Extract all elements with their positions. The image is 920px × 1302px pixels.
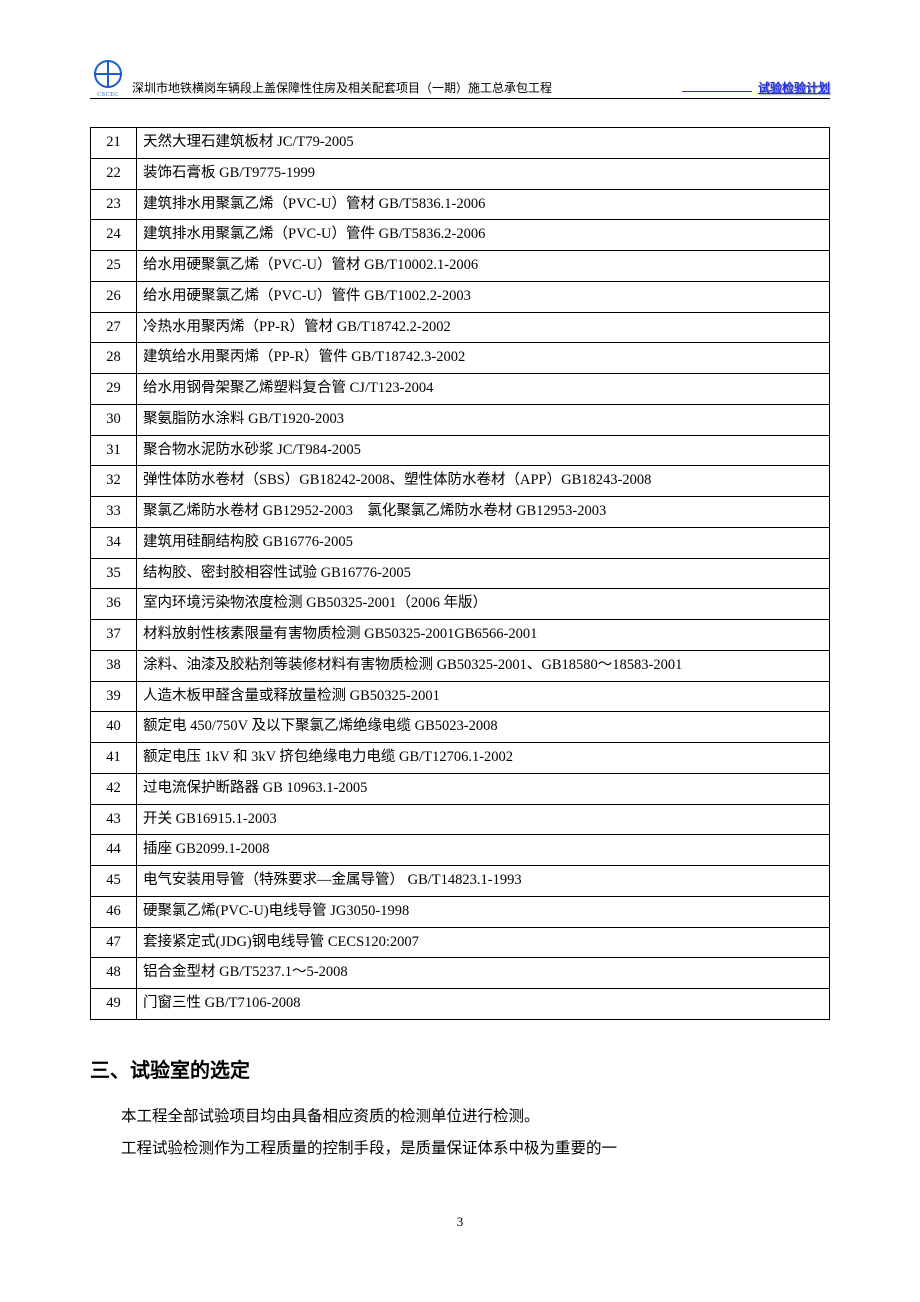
row-spec: 聚氯乙烯防水卷材 GB12952-2003 氯化聚氯乙烯防水卷材 GB12953… bbox=[137, 497, 830, 528]
header-underline bbox=[682, 91, 752, 92]
row-number: 38 bbox=[91, 650, 137, 681]
table-row: 49门窗三性 GB/T7106-2008 bbox=[91, 989, 830, 1020]
company-logo: CSCEC bbox=[90, 60, 126, 96]
row-spec: 硬聚氯乙烯(PVC-U)电线导管 JG3050-1998 bbox=[137, 896, 830, 927]
table-row: 45电气安装用导管（特殊要求—金属导管） GB/T14823.1-1993 bbox=[91, 866, 830, 897]
row-number: 37 bbox=[91, 620, 137, 651]
row-spec: 天然大理石建筑板材 JC/T79-2005 bbox=[137, 128, 830, 159]
row-spec: 装饰石膏板 GB/T9775-1999 bbox=[137, 158, 830, 189]
table-row: 47套接紧定式(JDG)钢电线导管 CECS120:2007 bbox=[91, 927, 830, 958]
table-row: 35结构胶、密封胶相容性试验 GB16776-2005 bbox=[91, 558, 830, 589]
row-spec: 额定电 450/750V 及以下聚氯乙烯绝缘电缆 GB5023-2008 bbox=[137, 712, 830, 743]
row-number: 34 bbox=[91, 527, 137, 558]
table-row: 23建筑排水用聚氯乙烯（PVC-U）管材 GB/T5836.1-2006 bbox=[91, 189, 830, 220]
table-row: 30聚氨脂防水涂料 GB/T1920-2003 bbox=[91, 404, 830, 435]
row-spec: 开关 GB16915.1-2003 bbox=[137, 804, 830, 835]
row-spec: 冷热水用聚丙烯（PP-R）管材 GB/T18742.2-2002 bbox=[137, 312, 830, 343]
row-number: 33 bbox=[91, 497, 137, 528]
row-number: 22 bbox=[91, 158, 137, 189]
row-spec: 建筑用硅酮结构胶 GB16776-2005 bbox=[137, 527, 830, 558]
table-row: 36室内环境污染物浓度检测 GB50325-2001（2006 年版） bbox=[91, 589, 830, 620]
row-number: 42 bbox=[91, 773, 137, 804]
table-row: 21天然大理石建筑板材 JC/T79-2005 bbox=[91, 128, 830, 159]
row-spec: 铝合金型材 GB/T5237.1～5-2008 bbox=[137, 958, 830, 989]
row-number: 44 bbox=[91, 835, 137, 866]
row-spec: 材料放射性核素限量有害物质检测 GB50325-2001GB6566-2001 bbox=[137, 620, 830, 651]
row-number: 36 bbox=[91, 589, 137, 620]
row-number: 21 bbox=[91, 128, 137, 159]
row-number: 31 bbox=[91, 435, 137, 466]
row-number: 35 bbox=[91, 558, 137, 589]
row-spec: 建筑排水用聚氯乙烯（PVC-U）管件 GB/T5836.2-2006 bbox=[137, 220, 830, 251]
row-spec: 聚合物水泥防水砂浆 JC/T984-2005 bbox=[137, 435, 830, 466]
row-spec: 过电流保护断路器 GB 10963.1-2005 bbox=[137, 773, 830, 804]
row-spec: 额定电压 1kV 和 3kV 挤包绝缘电力电缆 GB/T12706.1-2002 bbox=[137, 743, 830, 774]
row-number: 23 bbox=[91, 189, 137, 220]
table-row: 46硬聚氯乙烯(PVC-U)电线导管 JG3050-1998 bbox=[91, 896, 830, 927]
project-title: 深圳市地铁横岗车辆段上盖保障性住房及相关配套项目（一期）施工总承包工程 bbox=[132, 79, 676, 96]
section-heading: 三、试验室的选定 bbox=[90, 1054, 830, 1083]
table-row: 29给水用钢骨架聚乙烯塑料复合管 CJ/T123-2004 bbox=[91, 374, 830, 405]
table-row: 34建筑用硅酮结构胶 GB16776-2005 bbox=[91, 527, 830, 558]
page-number: 3 bbox=[90, 1214, 830, 1230]
row-number: 30 bbox=[91, 404, 137, 435]
row-number: 39 bbox=[91, 681, 137, 712]
row-number: 40 bbox=[91, 712, 137, 743]
row-spec: 给水用硬聚氯乙烯（PVC-U）管材 GB/T10002.1-2006 bbox=[137, 251, 830, 282]
row-spec: 结构胶、密封胶相容性试验 GB16776-2005 bbox=[137, 558, 830, 589]
row-number: 32 bbox=[91, 466, 137, 497]
globe-icon bbox=[94, 60, 122, 88]
row-spec: 门窗三性 GB/T7106-2008 bbox=[137, 989, 830, 1020]
table-row: 40额定电 450/750V 及以下聚氯乙烯绝缘电缆 GB5023-2008 bbox=[91, 712, 830, 743]
row-spec: 室内环境污染物浓度检测 GB50325-2001（2006 年版） bbox=[137, 589, 830, 620]
table-row: 25给水用硬聚氯乙烯（PVC-U）管材 GB/T10002.1-2006 bbox=[91, 251, 830, 282]
row-spec: 电气安装用导管（特殊要求—金属导管） GB/T14823.1-1993 bbox=[137, 866, 830, 897]
row-spec: 套接紧定式(JDG)钢电线导管 CECS120:2007 bbox=[137, 927, 830, 958]
table-row: 42过电流保护断路器 GB 10963.1-2005 bbox=[91, 773, 830, 804]
row-spec: 建筑排水用聚氯乙烯（PVC-U）管材 GB/T5836.1-2006 bbox=[137, 189, 830, 220]
row-number: 45 bbox=[91, 866, 137, 897]
body-paragraph-2: 工程试验检测作为工程质量的控制手段，是质量保证体系中极为重要的一 bbox=[90, 1133, 830, 1166]
logo-text: CSCEC bbox=[97, 92, 119, 98]
table-row: 43开关 GB16915.1-2003 bbox=[91, 804, 830, 835]
table-row: 27冷热水用聚丙烯（PP-R）管材 GB/T18742.2-2002 bbox=[91, 312, 830, 343]
table-row: 33聚氯乙烯防水卷材 GB12952-2003 氯化聚氯乙烯防水卷材 GB129… bbox=[91, 497, 830, 528]
table-row: 28建筑给水用聚丙烯（PP-R）管件 GB/T18742.3-2002 bbox=[91, 343, 830, 374]
table-row: 48铝合金型材 GB/T5237.1～5-2008 bbox=[91, 958, 830, 989]
row-number: 24 bbox=[91, 220, 137, 251]
page-header: CSCEC 深圳市地铁横岗车辆段上盖保障性住房及相关配套项目（一期）施工总承包工… bbox=[90, 60, 830, 99]
standards-table: 21天然大理石建筑板材 JC/T79-200522装饰石膏板 GB/T9775-… bbox=[90, 127, 830, 1020]
table-row: 39人造木板甲醛含量或释放量检测 GB50325-2001 bbox=[91, 681, 830, 712]
row-number: 41 bbox=[91, 743, 137, 774]
table-row: 31聚合物水泥防水砂浆 JC/T984-2005 bbox=[91, 435, 830, 466]
table-row: 32弹性体防水卷材（SBS）GB18242-2008、塑性体防水卷材（APP）G… bbox=[91, 466, 830, 497]
row-number: 43 bbox=[91, 804, 137, 835]
row-number: 48 bbox=[91, 958, 137, 989]
table-row: 44插座 GB2099.1-2008 bbox=[91, 835, 830, 866]
body-paragraph-1: 本工程全部试验项目均由具备相应资质的检测单位进行检测。 bbox=[90, 1101, 830, 1134]
row-number: 29 bbox=[91, 374, 137, 405]
table-row: 38涂料、油漆及胶粘剂等装修材料有害物质检测 GB50325-2001、GB18… bbox=[91, 650, 830, 681]
row-number: 46 bbox=[91, 896, 137, 927]
table-row: 24建筑排水用聚氯乙烯（PVC-U）管件 GB/T5836.2-2006 bbox=[91, 220, 830, 251]
row-spec: 聚氨脂防水涂料 GB/T1920-2003 bbox=[137, 404, 830, 435]
row-spec: 涂料、油漆及胶粘剂等装修材料有害物质检测 GB50325-2001、GB1858… bbox=[137, 650, 830, 681]
table-row: 22装饰石膏板 GB/T9775-1999 bbox=[91, 158, 830, 189]
table-row: 41额定电压 1kV 和 3kV 挤包绝缘电力电缆 GB/T12706.1-20… bbox=[91, 743, 830, 774]
row-spec: 插座 GB2099.1-2008 bbox=[137, 835, 830, 866]
row-spec: 建筑给水用聚丙烯（PP-R）管件 GB/T18742.3-2002 bbox=[137, 343, 830, 374]
row-spec: 给水用硬聚氯乙烯（PVC-U）管件 GB/T1002.2-2003 bbox=[137, 281, 830, 312]
document-label: 试验检验计划 bbox=[758, 79, 830, 96]
table-row: 37材料放射性核素限量有害物质检测 GB50325-2001GB6566-200… bbox=[91, 620, 830, 651]
row-spec: 人造木板甲醛含量或释放量检测 GB50325-2001 bbox=[137, 681, 830, 712]
row-number: 25 bbox=[91, 251, 137, 282]
row-number: 47 bbox=[91, 927, 137, 958]
row-spec: 给水用钢骨架聚乙烯塑料复合管 CJ/T123-2004 bbox=[137, 374, 830, 405]
row-number: 49 bbox=[91, 989, 137, 1020]
row-number: 26 bbox=[91, 281, 137, 312]
row-number: 28 bbox=[91, 343, 137, 374]
row-spec: 弹性体防水卷材（SBS）GB18242-2008、塑性体防水卷材（APP）GB1… bbox=[137, 466, 830, 497]
table-row: 26给水用硬聚氯乙烯（PVC-U）管件 GB/T1002.2-2003 bbox=[91, 281, 830, 312]
row-number: 27 bbox=[91, 312, 137, 343]
